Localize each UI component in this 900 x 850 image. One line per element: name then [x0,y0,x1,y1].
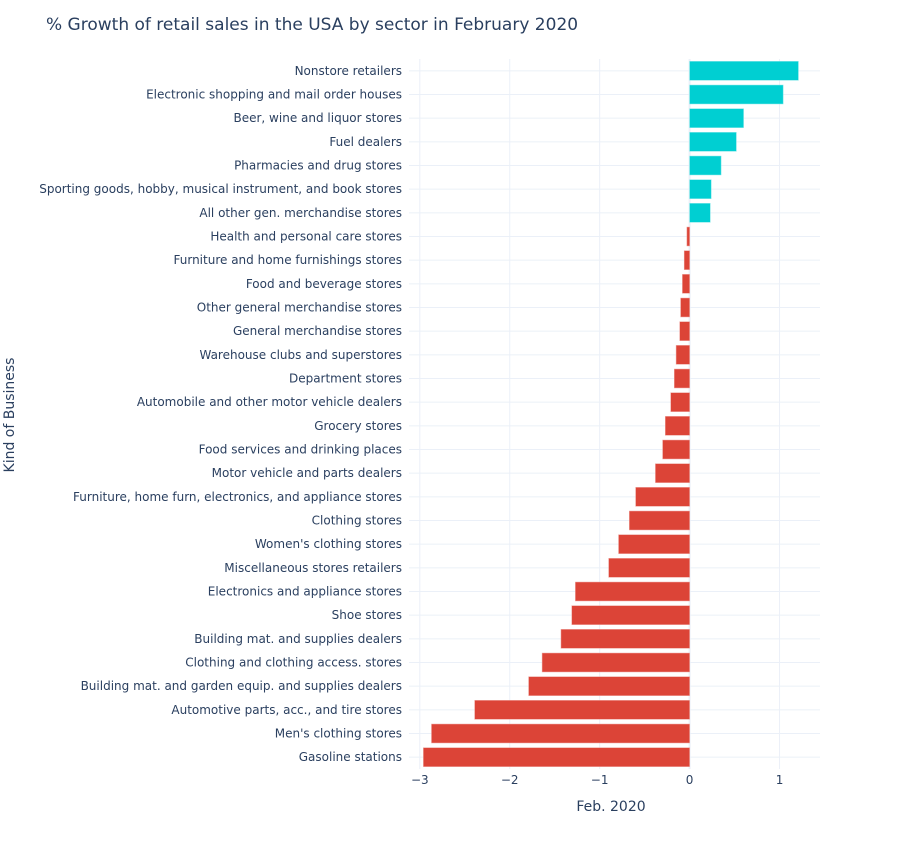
y-tick-label: Automobile and other motor vehicle deale… [137,395,402,409]
y-tick-label: Health and personal care stores [210,230,402,244]
bar[interactable] [679,321,690,341]
y-tick-label: Women's clothing stores [255,537,402,551]
y-tick-label: Men's clothing stores [275,727,402,741]
x-tick-label: −2 [501,773,519,787]
bar[interactable] [575,581,690,602]
bar[interactable] [675,345,690,365]
bar[interactable] [689,155,722,176]
x-tick-label: 0 [686,773,694,787]
y-tick-label: Electronics and appliance stores [208,585,402,599]
y-tick-label: Furniture and home furnishings stores [174,253,403,267]
y-tick-label: Sporting goods, hobby, musical instrumen… [39,182,402,196]
bar[interactable] [683,250,690,270]
y-tick-label: Food and beverage stores [246,277,402,291]
y-tick-label: Nonstore retailers [295,64,402,78]
y-tick-label: Pharmacies and drug stores [234,159,402,173]
bar[interactable] [689,132,737,152]
y-tick-label: Electronic shopping and mail order house… [146,88,402,102]
x-axis-title: Feb. 2020 [576,799,645,815]
y-tick-label: Gasoline stations [299,750,402,764]
bar[interactable] [474,700,690,720]
y-tick-label: Fuel dealers [329,135,402,149]
bar[interactable] [689,179,712,199]
y-tick-label: Department stores [289,372,402,386]
bar[interactable] [670,392,690,412]
x-tick-label: −3 [411,773,429,787]
y-tick-label: Clothing and clothing access. stores [185,656,402,670]
chart-title: % Growth of retail sales in the USA by s… [46,15,578,35]
bar[interactable] [560,629,690,649]
bar[interactable] [689,108,744,128]
bar[interactable] [689,84,784,105]
bar[interactable] [655,463,690,483]
bar[interactable] [665,416,690,436]
y-tick-label: General merchandise stores [233,324,402,338]
x-tick-label: 1 [776,773,784,787]
y-tick-labels: Nonstore retailers Electronic shopping an… [39,64,402,764]
y-tick-label: Food services and drinking places [199,443,402,457]
y-axis-title: Kind of Business [2,358,18,473]
bar[interactable] [689,61,799,81]
y-tick-label: Clothing stores [312,514,402,528]
y-tick-label: Shoe stores [332,608,402,622]
bar[interactable] [431,723,690,744]
y-tick-label: Grocery stores [314,419,402,433]
y-tick-label: Beer, wine and liquor stores [234,111,403,125]
bar[interactable] [528,676,690,696]
x-tick-labels: −3 −2 −1 0 1 [411,773,783,787]
y-tick-label: Building mat. and supplies dealers [194,632,402,646]
bar[interactable] [682,274,690,294]
bar[interactable] [423,747,690,767]
bar[interactable] [629,510,690,531]
bar[interactable] [618,534,690,554]
y-tick-label: Warehouse clubs and superstores [199,348,402,362]
y-tick-label: All other gen. merchandise stores [199,206,402,220]
y-tick-label: Motor vehicle and parts dealers [212,466,402,480]
bar[interactable] [686,226,690,247]
bar[interactable] [674,368,690,389]
y-tick-label: Other general merchandise stores [197,301,402,315]
y-tick-label: Building mat. and garden equip. and supp… [81,679,402,693]
y-tick-label: Furniture, home furn, electronics, and a… [73,490,402,504]
x-tick-label: −1 [591,773,609,787]
bar[interactable] [541,652,690,673]
y-tick-label: Automotive parts, acc., and tire stores [171,703,402,717]
bar[interactable] [635,487,690,507]
bar[interactable] [662,439,690,460]
y-tick-label: Miscellaneous stores retailers [224,561,402,575]
bar[interactable] [608,558,690,578]
bars-layer [423,61,799,767]
bar[interactable] [571,605,690,625]
bar[interactable] [689,203,711,223]
bar[interactable] [680,297,690,318]
